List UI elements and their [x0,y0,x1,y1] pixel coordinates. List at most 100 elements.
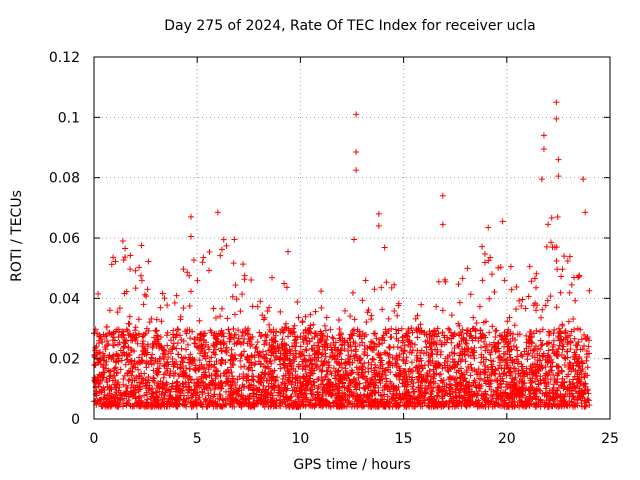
data-point [174,403,181,410]
data-point [571,335,578,342]
data-point [438,403,445,410]
outlier-point [188,233,195,240]
data-point [212,382,219,389]
data-point [295,361,302,368]
data-point [142,383,149,390]
data-point [401,392,408,399]
data-point [227,357,234,364]
data-point [385,359,392,366]
data-point [95,383,102,390]
data-point [217,392,224,399]
data-point [566,253,573,260]
data-point [206,267,213,274]
data-point [135,373,142,380]
data-point [494,340,501,347]
data-point [318,338,325,345]
data-point [383,279,390,286]
data-point [218,348,225,355]
data-point [197,382,204,389]
data-point [253,344,260,351]
data-point [226,330,233,337]
data-point [449,400,456,407]
data-point [491,370,498,377]
data-point [567,360,574,367]
data-point [328,370,335,377]
data-point [565,318,572,325]
data-point [125,377,132,384]
data-point [321,322,328,329]
data-point [244,373,251,380]
data-point [518,351,525,358]
data-point [391,281,398,288]
data-point [97,333,104,340]
data-point [276,344,283,351]
data-point [537,397,544,404]
data-point [370,330,377,337]
data-point [240,383,247,390]
data-point [106,352,113,359]
data-point [479,243,486,250]
data-point [169,380,176,387]
data-point [277,329,284,336]
x-tick-label: 10 [291,431,309,447]
data-point [136,372,143,379]
data-point [554,369,561,376]
data-point [498,383,505,390]
data-point [178,371,185,378]
data-point [426,340,433,347]
data-point [140,301,147,308]
data-point [328,346,335,353]
data-point [115,334,122,341]
data-point [159,350,166,357]
data-point [545,328,552,335]
data-point [519,402,526,409]
data-point [344,385,351,392]
data-point [453,386,460,393]
data-point [287,348,294,355]
data-point [141,370,148,377]
data-point [285,333,292,340]
data-point [341,345,348,352]
data-point [208,354,215,361]
data-point [488,357,495,364]
data-point [196,357,203,364]
data-point [544,352,551,359]
data-point [291,354,298,361]
data-point [324,344,331,351]
data-point [375,384,382,391]
data-point [338,395,345,402]
data-point [204,403,211,410]
data-point [533,284,540,291]
data-point [228,384,235,391]
data-point [381,391,388,398]
data-point [479,277,486,284]
outlier-point [555,156,562,163]
data-point [339,341,346,348]
data-point [219,357,226,364]
data-point [501,333,508,340]
data-point [143,293,150,300]
data-point [181,372,188,379]
data-point [208,399,215,406]
data-point [459,345,466,352]
data-point [415,386,422,393]
data-point [177,313,184,320]
data-point [345,384,352,391]
data-point [407,393,414,400]
data-point [315,354,322,361]
data-point [144,396,151,403]
data-point [273,328,280,335]
data-point [367,338,374,345]
data-point [387,344,394,351]
data-point [183,398,190,405]
data-point [576,362,583,369]
data-point [161,392,168,399]
data-point [576,272,583,279]
data-point [153,316,160,323]
data-point [173,400,180,407]
data-point [575,338,582,345]
data-point [390,390,397,397]
data-point [312,395,319,402]
data-point [285,395,292,402]
data-point [226,391,233,398]
